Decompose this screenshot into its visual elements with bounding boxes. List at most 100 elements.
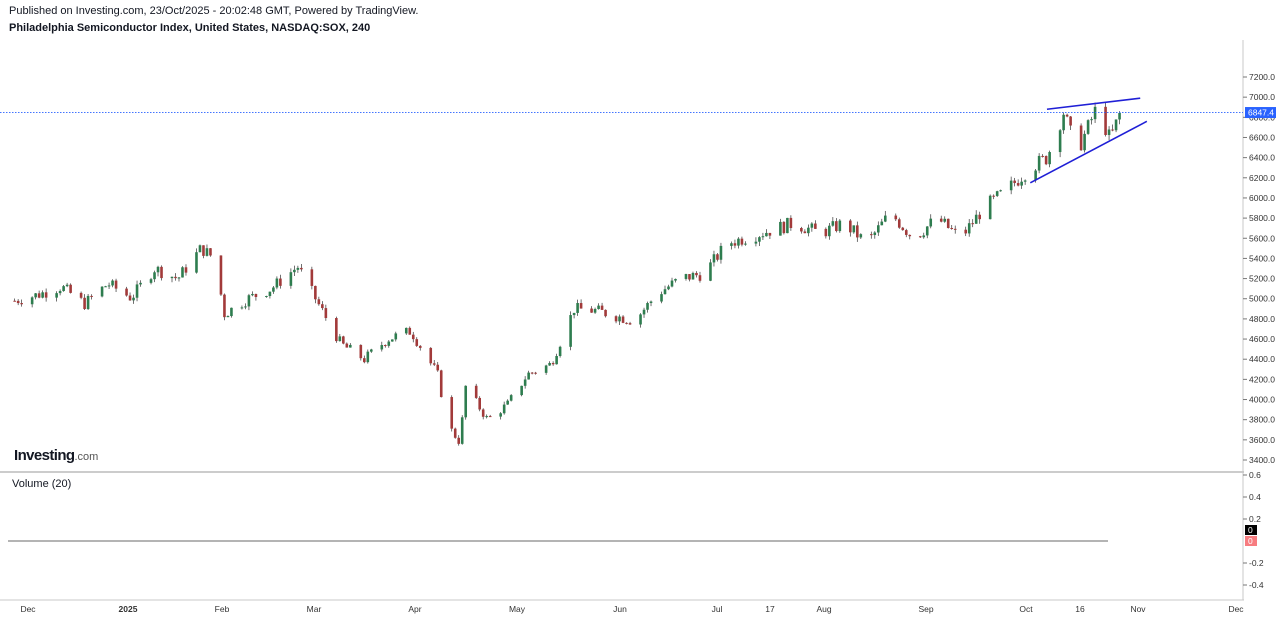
candle-body <box>296 267 300 270</box>
candle-body <box>464 385 468 418</box>
candle-body <box>618 316 621 322</box>
candle-body <box>195 252 198 273</box>
volume-value-label: 0 <box>1248 525 1253 535</box>
candle-body <box>432 363 436 365</box>
candle-body <box>943 218 947 222</box>
candle-body <box>1107 129 1111 135</box>
candle-body <box>828 225 831 237</box>
candle-body <box>520 385 523 396</box>
candle-body <box>20 303 23 305</box>
candle-body <box>824 228 828 237</box>
price-tick-label: 4800.0 <box>1249 314 1275 324</box>
time-tick-label: May <box>509 604 526 614</box>
candle-body <box>439 370 443 398</box>
candle-body <box>856 225 859 238</box>
candle-body <box>625 322 628 324</box>
candle-body <box>366 351 370 363</box>
candle-body <box>649 301 653 304</box>
candle-body <box>555 356 558 365</box>
candle-body <box>838 220 842 232</box>
candle-body <box>135 284 139 298</box>
candle-body <box>579 303 583 309</box>
candle-body <box>65 284 69 287</box>
candle-body <box>247 295 251 307</box>
time-tick-label: 17 <box>765 604 775 614</box>
candle-body <box>925 226 929 236</box>
volume-value-badge <box>1245 536 1257 546</box>
candle-body <box>58 291 62 294</box>
candle-body <box>789 217 793 229</box>
price-tick-label: 7000.0 <box>1249 92 1275 102</box>
volume-value-badge <box>1245 525 1257 535</box>
time-tick-label: Dec <box>1228 604 1244 614</box>
candle-body <box>904 230 908 235</box>
candle-body <box>481 409 485 417</box>
price-tick-label: 3600.0 <box>1249 435 1275 445</box>
candle-body <box>205 248 209 256</box>
candle-body <box>758 237 761 242</box>
trendlines-group <box>1029 97 1148 184</box>
candle-body <box>502 404 506 414</box>
candle-body <box>387 341 391 346</box>
price-tick-label: 4200.0 <box>1249 374 1275 384</box>
candle-body <box>436 364 440 371</box>
candle-body <box>139 282 142 285</box>
candle-body <box>335 318 338 342</box>
candle-body <box>712 254 716 263</box>
candle-body <box>1044 156 1048 165</box>
candle-body <box>254 293 258 297</box>
candle-body <box>34 293 37 298</box>
time-axis: Dec 2025 Feb Mar Apr May Jun Jul 17 Aug Sep Oct 16 No… <box>20 604 1244 614</box>
candle-body <box>992 195 995 197</box>
candle-body <box>621 316 625 323</box>
candle-body <box>86 295 90 310</box>
candle-body <box>111 280 114 286</box>
candle-body <box>128 295 132 301</box>
candle-body <box>16 300 20 304</box>
candle-body <box>429 347 433 364</box>
time-tick-label: Aug <box>816 604 831 614</box>
volume-tick-label: 0.6 <box>1249 470 1261 480</box>
candle-body <box>918 236 922 238</box>
candle-body <box>485 416 488 418</box>
candle-body <box>300 267 303 270</box>
time-tick-label: Sep <box>918 604 933 614</box>
price-tick-label: 4400.0 <box>1249 354 1275 364</box>
candle-body <box>41 292 44 298</box>
candle-body <box>803 231 807 234</box>
candle-body <box>272 287 275 292</box>
logo-brand: Investing <box>14 447 75 464</box>
price-tick-label: 5400.0 <box>1249 253 1275 263</box>
candle-body <box>995 191 999 196</box>
candle-body <box>929 218 933 227</box>
candle-body <box>240 307 244 309</box>
candle-body <box>310 269 314 286</box>
candle-body <box>684 274 688 279</box>
candle-body <box>782 221 786 234</box>
candle-body <box>380 345 384 350</box>
candle-body <box>534 372 537 374</box>
candle-body <box>226 316 230 318</box>
candles-group <box>13 102 1121 446</box>
candle-body <box>289 272 293 286</box>
candle-body <box>37 293 41 298</box>
candle-body <box>688 274 691 280</box>
candle-body <box>383 345 387 347</box>
candle-body <box>1041 155 1044 157</box>
candle-body <box>614 316 618 322</box>
price-tick-label: 6600.0 <box>1249 132 1275 142</box>
time-tick-label: Jul <box>712 604 723 614</box>
candle-body <box>279 278 282 286</box>
candle-body <box>901 227 905 231</box>
candle-body <box>1090 119 1093 121</box>
candle-body <box>125 288 128 296</box>
candle-body <box>79 292 83 298</box>
candle-body <box>548 362 551 366</box>
candle-body <box>394 333 398 340</box>
candle-body <box>13 300 16 302</box>
candle-body <box>999 190 1002 192</box>
candle-body <box>415 339 419 346</box>
candle-body <box>852 225 856 233</box>
candle-body <box>104 286 107 288</box>
